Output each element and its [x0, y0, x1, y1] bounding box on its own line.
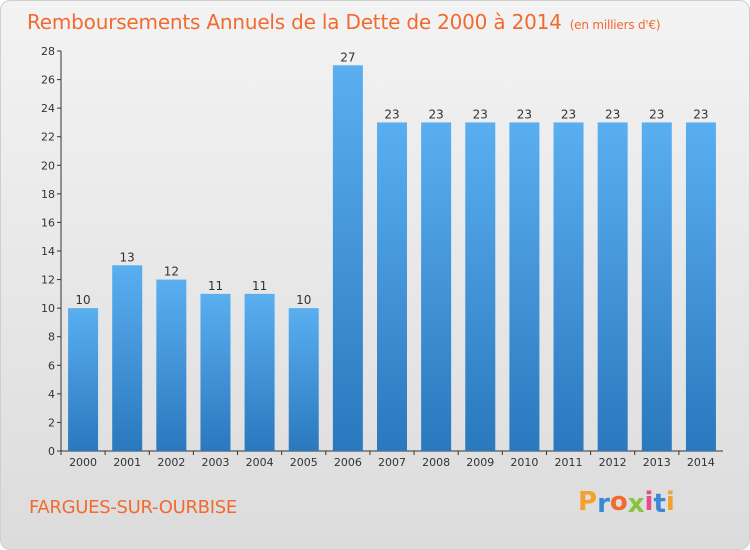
- x-tick-label: 2002: [157, 456, 185, 469]
- y-tick-label: 10: [41, 302, 55, 315]
- y-tick-label: 22: [41, 131, 55, 144]
- data-labels: 10 13 12 11 11 10 27 23 23 23 23 23 23 23 23: [75, 50, 708, 307]
- data-label: 10: [296, 293, 311, 307]
- bar: [156, 279, 187, 451]
- title-unit: (en milliers d'€): [569, 18, 661, 32]
- bar: [288, 308, 319, 451]
- bar: [244, 293, 275, 451]
- data-label: 23: [384, 107, 399, 121]
- y-tick-label: 28: [41, 45, 55, 58]
- y-tick-label: 26: [41, 74, 55, 87]
- x-tick-label: 2000: [69, 456, 97, 469]
- bar: [332, 65, 363, 452]
- y-tick-label: 2: [48, 416, 55, 429]
- bar: [377, 122, 407, 451]
- data-label: 23: [649, 107, 664, 121]
- data-label: 23: [428, 107, 443, 121]
- x-tick-label: 2001: [113, 456, 141, 469]
- logo-letter: o: [609, 487, 628, 517]
- data-label: 23: [561, 107, 576, 121]
- y-tick-label: 8: [48, 331, 55, 344]
- logo-letter: P: [578, 487, 598, 517]
- data-label: 23: [605, 107, 620, 121]
- y-tick-label: 18: [41, 188, 55, 201]
- bar: [200, 293, 231, 451]
- x-tick-label: 2009: [466, 456, 494, 469]
- data-label: 27: [340, 50, 355, 64]
- y-tick-label: 12: [41, 274, 55, 287]
- x-tick-label: 2006: [334, 456, 362, 469]
- x-tick-label: 2008: [422, 456, 450, 469]
- bar: [68, 308, 99, 451]
- logo-letter: t: [653, 489, 666, 519]
- y-tick-label: 24: [41, 102, 55, 115]
- bars: [68, 65, 716, 452]
- data-label: 11: [208, 279, 223, 293]
- bar: [685, 122, 716, 451]
- bar: [509, 122, 540, 451]
- chart-title: Remboursements Annuels de la Dette de 20…: [27, 10, 661, 34]
- x-tick-label: 2010: [510, 456, 538, 469]
- x-tick-label: 2013: [643, 456, 671, 469]
- data-label: 12: [164, 265, 179, 279]
- x-tick-label: 2007: [378, 456, 406, 469]
- proxiti-logo: Proxiti: [578, 487, 675, 519]
- y-tick-label: 14: [41, 245, 55, 258]
- data-label: 23: [473, 107, 488, 121]
- bar: [641, 122, 672, 451]
- y-tick-label: 0: [48, 445, 55, 458]
- bar: [465, 122, 496, 451]
- x-tick-label: 2011: [555, 456, 583, 469]
- y-tick-label: 4: [48, 388, 55, 401]
- data-label: 10: [75, 293, 90, 307]
- x-tick-label: 2005: [290, 456, 318, 469]
- bar: [421, 122, 452, 451]
- data-label: 23: [693, 107, 708, 121]
- logo-letter: i: [665, 487, 675, 517]
- x-tick-label: 2012: [599, 456, 627, 469]
- y-tick-label: 16: [41, 216, 55, 229]
- bar: [597, 122, 628, 451]
- x-tick-label: 2003: [201, 456, 229, 469]
- data-label: 13: [120, 250, 135, 264]
- logo-letter: r: [597, 489, 610, 519]
- x-tick-label: 2004: [246, 456, 274, 469]
- y-tick-label: 6: [48, 359, 55, 372]
- x-tick-label: 2014: [687, 456, 715, 469]
- data-label: 23: [517, 107, 532, 121]
- y-tick-label: 20: [41, 159, 55, 172]
- data-label: 11: [252, 279, 267, 293]
- logo-letter: x: [627, 489, 645, 519]
- bar: [112, 265, 143, 451]
- bar: [553, 122, 584, 451]
- location-name: FARGUES-SUR-OURBISE: [29, 497, 237, 518]
- logo-letter: i: [644, 487, 654, 517]
- title-text: Remboursements Annuels de la Dette de 20…: [27, 10, 562, 34]
